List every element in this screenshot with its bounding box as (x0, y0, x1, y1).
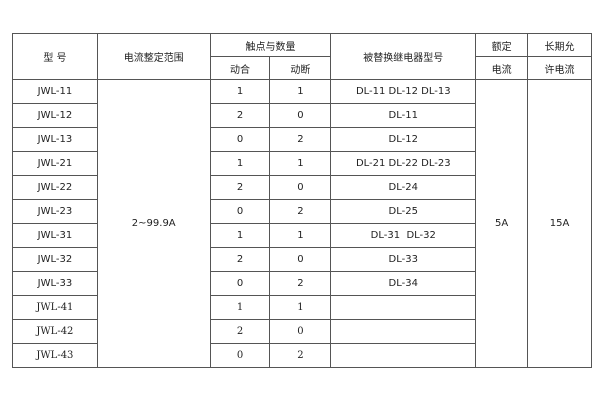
cell-break: 0 (269, 103, 332, 128)
cell-model: JWL-13 (12, 127, 98, 152)
cell-replaces: DL-11 (330, 103, 477, 128)
cell-long-term-current: 15A (527, 79, 592, 368)
cell-break: 1 (269, 79, 332, 104)
cell-break: 2 (269, 199, 332, 224)
cell-make: 0 (209, 343, 271, 368)
table-row: JWL-41 1 1 (12, 295, 592, 320)
cell-break: 2 (269, 271, 332, 296)
cell-make: 1 (209, 151, 271, 176)
cell-model: JWL-12 (12, 103, 98, 128)
cell-model: JWL-21 (12, 151, 98, 176)
cell-model: JWL-42 (12, 319, 98, 344)
cell-break: 0 (269, 175, 332, 200)
cell-rated-current: 5A (475, 79, 529, 368)
cell-model: JWL-31 (12, 223, 98, 248)
cell-make: 0 (209, 271, 271, 296)
cell-make: 2 (209, 319, 271, 344)
cell-break: 1 (269, 223, 332, 248)
cell-replaces: DL-12 (330, 127, 477, 152)
table-row: JWL-21 1 1 DL-21 DL-22 DL-23 (12, 151, 592, 176)
cell-break: 0 (269, 319, 332, 344)
cell-break: 1 (269, 151, 332, 176)
cell-current-range: 2~99.9A (96, 79, 211, 368)
cell-model: JWL-23 (12, 199, 98, 224)
cell-replaces (330, 343, 477, 368)
cell-model: JWL-11 (12, 79, 98, 104)
cell-replaces: DL-25 (330, 199, 477, 224)
header-contacts: 触点与数量 (209, 33, 332, 57)
cell-model: JWL-43 (12, 343, 98, 368)
cell-model: JWL-32 (12, 247, 98, 272)
cell-break: 1 (269, 295, 332, 320)
cell-make: 0 (209, 127, 271, 152)
header-current-range: 电流整定范围 (96, 33, 211, 80)
table-row: JWL-42 2 0 (12, 319, 592, 344)
cell-make: 2 (209, 103, 271, 128)
cell-make: 2 (209, 175, 271, 200)
header-long-term-1: 长期允 (527, 33, 592, 57)
header-rated-current-2: 电流 (475, 56, 529, 80)
cell-model: JWL-41 (12, 295, 98, 320)
cell-replaces: DL-24 (330, 175, 477, 200)
cell-make: 1 (209, 295, 271, 320)
cell-make: 1 (209, 223, 271, 248)
cell-break: 0 (269, 247, 332, 272)
table-row: JWL-23 0 2 DL-25 (12, 199, 592, 224)
relay-spec-table: 型 号 电流整定范围 触点与数量 被替换继电器型号 额定 长期允 动合 动断 电… (12, 33, 592, 368)
table-row: JWL-12 2 0 DL-11 (12, 103, 592, 128)
cell-replaces (330, 319, 477, 344)
cell-replaces: DL-34 (330, 271, 477, 296)
cell-make: 2 (209, 247, 271, 272)
cell-replaces: DL-21 DL-22 DL-23 (330, 151, 477, 176)
cell-model: JWL-33 (12, 271, 98, 296)
header-make: 动合 (209, 56, 271, 80)
header-long-term-2: 许电流 (527, 56, 592, 80)
cell-break: 2 (269, 343, 332, 368)
header-replaces: 被替换继电器型号 (330, 33, 477, 80)
cell-replaces: DL-31 DL-32 (330, 223, 477, 248)
cell-make: 1 (209, 79, 271, 104)
cell-replaces: DL-33 (330, 247, 477, 272)
cell-replaces: DL-11 DL-12 DL-13 (330, 79, 477, 104)
cell-replaces (330, 295, 477, 320)
table-row: JWL-22 2 0 DL-24 (12, 175, 592, 200)
header-break: 动断 (269, 56, 332, 80)
header-model: 型 号 (12, 33, 98, 80)
table-row: JWL-43 0 2 (12, 343, 592, 368)
cell-break: 2 (269, 127, 332, 152)
cell-make: 0 (209, 199, 271, 224)
cell-model: JWL-22 (12, 175, 98, 200)
table-row: JWL-11 2~99.9A 1 1 DL-11 DL-12 DL-13 5A 15A (12, 79, 592, 368)
header-rated-current-1: 额定 (475, 33, 529, 57)
